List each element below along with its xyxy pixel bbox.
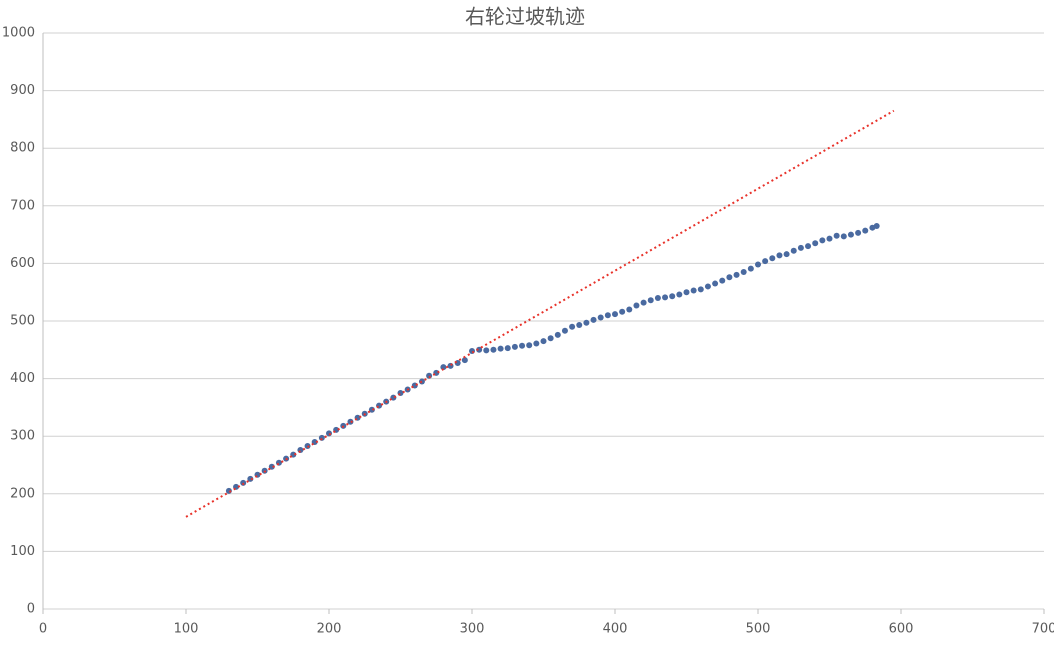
point (755, 261, 761, 268)
point (654, 294, 661, 301)
point (805, 243, 812, 250)
y-tick-label: 900 (10, 83, 35, 98)
point (511, 343, 518, 350)
point (847, 231, 854, 238)
point (833, 232, 840, 239)
point (862, 227, 869, 234)
point (840, 233, 847, 240)
point (733, 271, 740, 278)
point (819, 237, 826, 244)
y-tick-label: 300 (10, 429, 35, 444)
point (247, 475, 254, 482)
point (683, 289, 690, 296)
point (719, 277, 726, 284)
y-tick-label: 600 (10, 256, 35, 271)
point (554, 331, 561, 338)
point (669, 293, 676, 300)
point (469, 347, 475, 354)
point (326, 430, 332, 437)
point (740, 269, 747, 276)
point (647, 297, 654, 304)
point (873, 222, 880, 229)
y-tick-label: 800 (10, 141, 35, 156)
point (762, 258, 769, 265)
y-tick-label: 200 (10, 486, 35, 501)
point (726, 274, 733, 281)
x-tick-label: 400 (603, 622, 628, 637)
point (790, 247, 797, 254)
x-tick-label: 600 (889, 622, 914, 637)
point (704, 283, 711, 290)
point (397, 390, 404, 396)
point (519, 342, 526, 349)
x-tick-label: 0 (39, 622, 47, 637)
point (747, 265, 754, 272)
point (376, 402, 383, 409)
y-tick-label: 400 (10, 371, 35, 386)
point (347, 418, 354, 425)
point (490, 346, 497, 353)
point (483, 347, 490, 354)
y-tick-label: 500 (10, 314, 35, 329)
point (826, 235, 833, 242)
point (776, 252, 783, 259)
point (612, 311, 618, 318)
point (697, 286, 704, 293)
point (676, 291, 683, 298)
point (626, 306, 633, 313)
point (690, 287, 697, 294)
x-tick-label: 500 (746, 622, 771, 637)
point (769, 255, 776, 262)
point (540, 338, 547, 345)
y-tick-label: 1000 (2, 26, 35, 41)
y-tick-label: 700 (10, 198, 35, 213)
point (712, 280, 719, 287)
x-tick-label: 200 (317, 622, 342, 637)
point (440, 364, 447, 371)
point (526, 342, 533, 349)
point (662, 294, 669, 301)
point (633, 302, 640, 309)
point (604, 312, 611, 319)
point (268, 463, 275, 470)
point (619, 308, 626, 315)
y-tick-label: 0 (27, 602, 35, 617)
point (597, 314, 604, 321)
point (547, 335, 554, 342)
point (590, 316, 597, 323)
x-tick-label: 100 (174, 622, 199, 637)
point (576, 322, 583, 329)
point (533, 340, 540, 347)
point (812, 240, 819, 247)
point (497, 345, 504, 352)
chart-title: 右轮过坡轨迹 (465, 5, 585, 29)
point (640, 299, 647, 306)
point (418, 378, 425, 385)
x-tick-label: 300 (460, 622, 485, 637)
point (561, 327, 568, 334)
trend-line (185, 109, 895, 518)
point (569, 323, 576, 330)
y-tick-label: 100 (10, 544, 35, 559)
point (447, 362, 454, 369)
point (461, 357, 468, 364)
point (783, 251, 790, 258)
point (476, 346, 483, 353)
point (797, 244, 804, 251)
point (275, 459, 282, 466)
point (504, 345, 511, 352)
point (855, 229, 862, 236)
x-tick-label: 700 (1032, 622, 1054, 637)
point (240, 479, 247, 486)
point (583, 319, 590, 326)
